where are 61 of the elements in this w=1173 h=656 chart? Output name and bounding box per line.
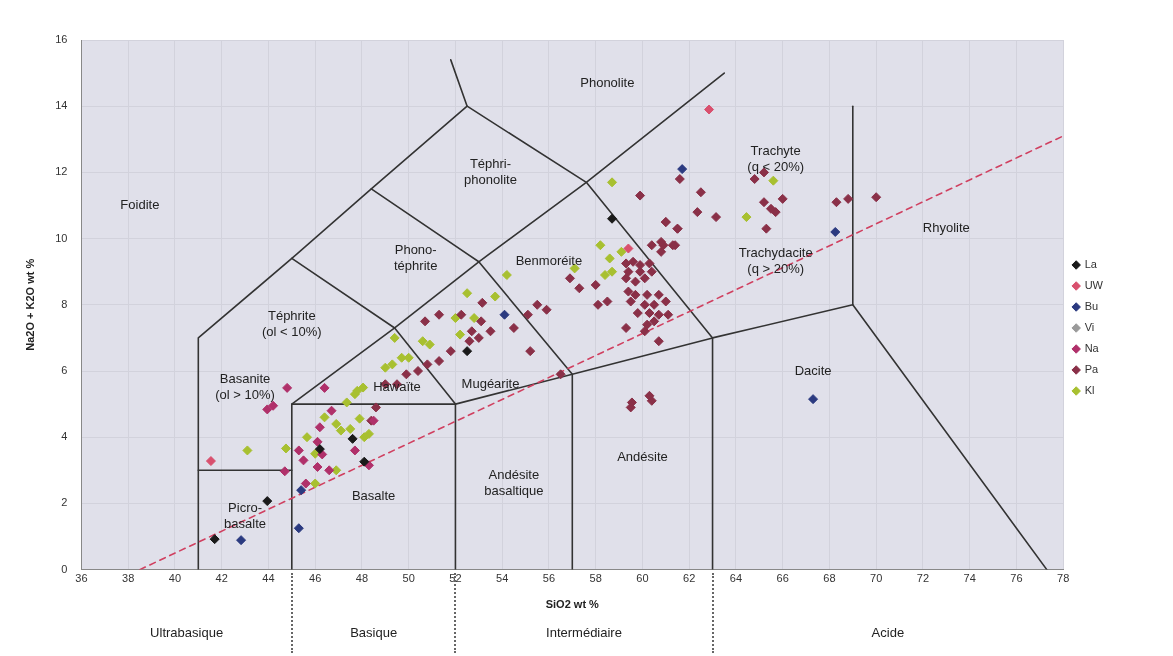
x-tick-label: 48	[355, 572, 369, 585]
annotation: Benmoréite	[515, 253, 583, 269]
annotation: Dacite	[794, 362, 832, 378]
x-tick-label: 78	[1057, 572, 1070, 585]
x-tick-label: 70	[870, 572, 883, 585]
legend-label: Kl	[1084, 384, 1095, 397]
x-tick-label: 74	[963, 572, 976, 585]
x-axis-title: SiO2 wt %	[545, 598, 600, 611]
x-tick-label: 46	[309, 572, 322, 585]
text: Ultrabasique	[150, 625, 224, 641]
annotation: Rhyolite	[922, 220, 970, 236]
y-tick-label: 4	[61, 430, 68, 443]
annotation: Phonolite	[580, 74, 635, 90]
annotation: Foidite	[120, 197, 160, 213]
x-tick-label: 42	[215, 572, 228, 585]
x-tick-label: 40	[168, 572, 182, 585]
legend-label: Bu	[1084, 300, 1099, 313]
x-tick-label: 44	[262, 572, 275, 585]
annotation: Andésite basaltique	[484, 467, 544, 499]
text: Basique	[350, 625, 398, 641]
annotation: Basalte	[351, 488, 396, 504]
x-tick-label: 54	[496, 572, 509, 585]
y-tick-label: 2	[61, 496, 68, 509]
legend-label: Vi	[1084, 321, 1095, 334]
legend-label: UW	[1084, 279, 1104, 292]
y-tick-label: 6	[61, 364, 68, 377]
x-tick-label: 36	[75, 572, 88, 585]
x-tick-label: 72	[916, 572, 930, 585]
y-tick-label: 0	[61, 562, 68, 575]
y-tick-label: 12	[55, 165, 68, 178]
y-axis-title: Na2O + K2O wt %	[23, 258, 36, 351]
text: Acide	[871, 625, 905, 641]
legend-label: Pa	[1084, 363, 1100, 376]
x-tick-label: 68	[823, 572, 836, 585]
y-tick-label: 8	[61, 297, 68, 310]
y-tick-label: 10	[55, 231, 68, 244]
x-tick-label: 60	[636, 572, 649, 585]
x-tick-label: 58	[589, 572, 602, 585]
text: Intermédiaire	[546, 625, 622, 641]
annotation: Trachyte (q < 20%)	[747, 142, 805, 174]
x-tick-label: 50	[402, 572, 415, 585]
y-tick-label: 16	[55, 33, 68, 46]
y-tick-label: 14	[55, 99, 68, 112]
annotation: Phono- téphrite	[394, 242, 438, 274]
x-tick-label: 52	[449, 572, 462, 585]
annotation: Mugéarite	[461, 375, 520, 391]
annotation: Téphrite (ol < 10%)	[262, 308, 322, 340]
x-tick-label: 64	[729, 572, 743, 585]
x-tick-label: 66	[776, 572, 789, 585]
annotation: Andésite	[617, 448, 668, 464]
annotation: Basanite (ol > 10%)	[215, 371, 275, 403]
x-tick-label: 38	[122, 572, 135, 585]
annotation: Téphri- phonolite	[464, 155, 517, 187]
annotation: Picro- basalte	[224, 500, 267, 532]
x-tick-label: 62	[683, 572, 696, 585]
x-tick-label: 76	[1010, 572, 1023, 585]
x-tick-label: 56	[542, 572, 556, 585]
legend-label: La	[1084, 258, 1098, 271]
annotation: Trachydacite (q > 20%)	[738, 245, 813, 277]
legend-label: Na	[1084, 342, 1100, 355]
annotation: Hawaïte	[373, 379, 421, 395]
